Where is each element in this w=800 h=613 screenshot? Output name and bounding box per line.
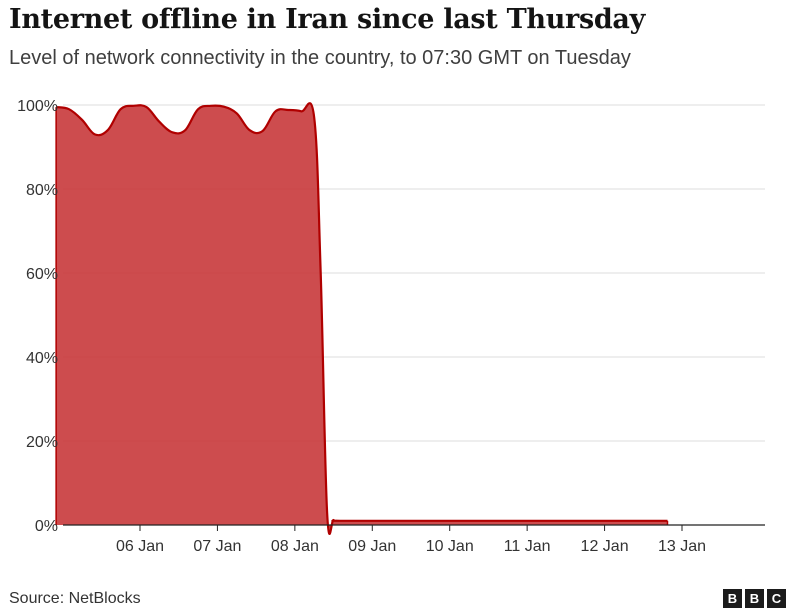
x-tick-label: 09 Jan bbox=[348, 538, 396, 555]
chart-subtitle: Level of network connectivity in the cou… bbox=[9, 47, 631, 69]
y-tick-label: 0% bbox=[35, 518, 58, 535]
logo-letter-b2: B bbox=[745, 589, 764, 608]
x-tick-label: 08 Jan bbox=[271, 538, 319, 555]
y-tick-label: 60% bbox=[26, 266, 58, 283]
x-tick-label: 12 Jan bbox=[581, 538, 629, 555]
connectivity-chart: 0% 20% 40% 60% 80% 100% 06 Jan 07 Jan 08 Jan 09 … bbox=[17, 98, 765, 555]
source-note: Source: NetBlocks bbox=[9, 590, 141, 607]
x-tick-label: 06 Jan bbox=[116, 538, 164, 555]
x-tick-label: 10 Jan bbox=[426, 538, 474, 555]
y-tick-label: 80% bbox=[26, 182, 58, 199]
logo-letter-b1: B bbox=[723, 589, 742, 608]
x-tick-label: 13 Jan bbox=[658, 538, 706, 555]
axes bbox=[63, 524, 765, 531]
y-tick-label: 40% bbox=[26, 350, 58, 367]
y-tick-label: 20% bbox=[26, 434, 58, 451]
x-tick-label: 07 Jan bbox=[193, 538, 241, 555]
x-tick-labels: 06 Jan 07 Jan 08 Jan 09 Jan 10 Jan 11 Jan 12 J… bbox=[116, 538, 706, 555]
y-tick-label: 100% bbox=[17, 98, 58, 115]
connectivity-area bbox=[56, 103, 668, 534]
chart-title: Internet offline in Iran since last Thur… bbox=[9, 4, 646, 35]
logo-letter-c: C bbox=[767, 589, 786, 608]
y-tick-labels: 0% 20% 40% 60% 80% 100% bbox=[17, 98, 58, 535]
series-area bbox=[55, 102, 669, 535]
connectivity-line bbox=[55, 102, 668, 535]
bbc-logo: B B C bbox=[723, 589, 786, 608]
x-tick-label: 11 Jan bbox=[504, 538, 551, 555]
